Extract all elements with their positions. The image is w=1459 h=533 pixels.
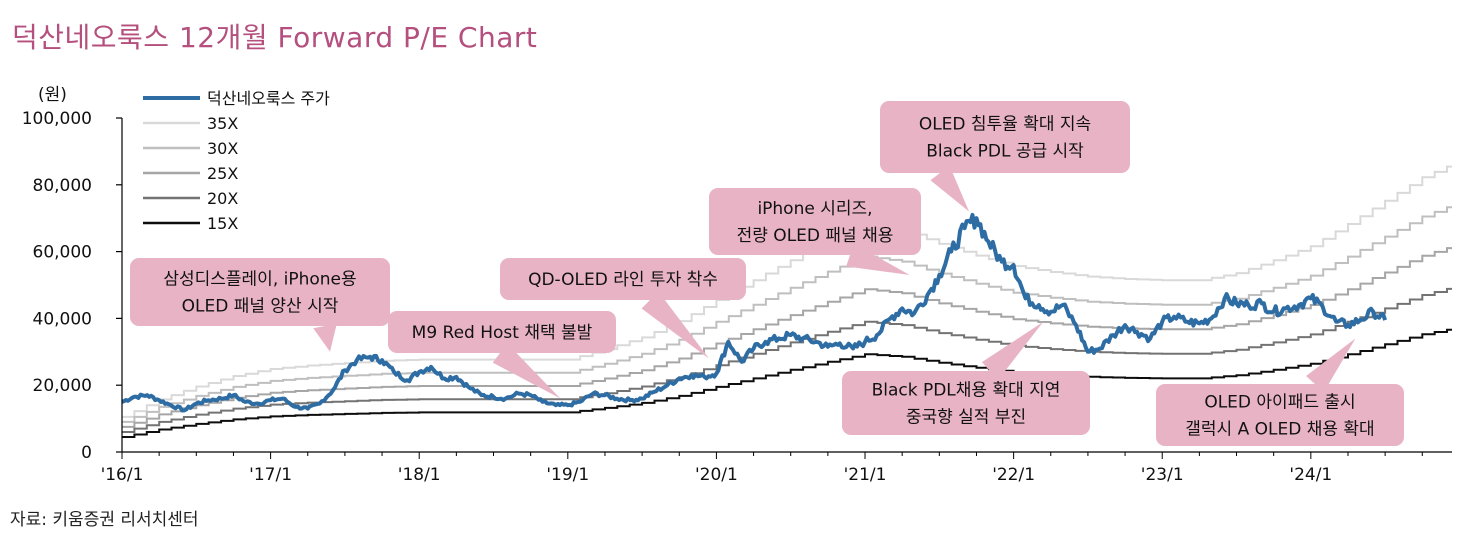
- annotation-text: OLED 침투율 확대 지속: [919, 115, 1091, 135]
- chart-title: 덕산네오룩스 12개월 Forward P/E Chart: [12, 21, 538, 54]
- annotation-pointer: [930, 165, 970, 212]
- y-tick-label: 100,000: [22, 109, 92, 129]
- x-tick-label: '21/1: [844, 465, 887, 485]
- x-tick-label: '17/1: [249, 465, 292, 485]
- band-line-20x: [122, 287, 1452, 433]
- price-line-group: [121, 212, 1387, 413]
- annotations: 삼성디스플레이, iPhone용 OLED 패널 양산 시작 M9 Red Host…: [130, 101, 1404, 446]
- annotation-pointer: [492, 343, 561, 399]
- annotation-pointer: [313, 323, 337, 352]
- y-ticks: 0 20,000 40,000 60,000 80,000 100,000: [22, 109, 122, 463]
- annotation-text: 전량 OLED 패널 채용: [737, 226, 894, 246]
- axes: (원): [38, 85, 1452, 453]
- annotation-text: 삼성디스플레이, iPhone용: [163, 270, 356, 290]
- x-tick-label: '20/1: [695, 465, 738, 485]
- annotation-box: [842, 371, 1090, 435]
- x-tick-label: '23/1: [1141, 465, 1184, 485]
- y-tick-label: 0: [81, 443, 92, 463]
- band-line-15x: [122, 328, 1452, 438]
- annotation-text: OLED 아이패드 출시: [1204, 393, 1355, 413]
- x-tick-label: '18/1: [398, 465, 441, 485]
- annotation-box: [388, 311, 616, 353]
- legend-label: 30X: [207, 139, 238, 158]
- price-line: [121, 212, 1387, 413]
- legend: 덕산네오룩스 주가 35X 30X 25X 20X 15X: [143, 89, 330, 233]
- legend-label: 15X: [207, 214, 238, 233]
- annotation-pointer: [981, 321, 1044, 380]
- y-tick-label: 80,000: [33, 176, 92, 196]
- annotation-text: 중국향 실적 부진: [906, 408, 1026, 428]
- y-tick-label: 20,000: [33, 376, 92, 396]
- x-ticks: '16/1 '17/1 '18/1 '19/1 '20/1 '21/1 '22/1 '23/1…: [101, 452, 1423, 485]
- annotation-text: OLED 패널 양산 시작: [182, 297, 339, 317]
- y-tick-label: 40,000: [33, 309, 92, 329]
- x-tick-label: '16/1: [101, 465, 144, 485]
- source-note: 자료: 키움증권 리서치센터: [10, 510, 199, 530]
- annotation-text: M9 Red Host 채택 불발: [412, 323, 593, 343]
- annotation-text: iPhone 시리즈,: [757, 199, 872, 219]
- annotation-box: [1156, 384, 1404, 446]
- x-tick-label: '22/1: [992, 465, 1035, 485]
- legend-label: 35X: [207, 114, 238, 133]
- x-tick-label: '19/1: [546, 465, 589, 485]
- annotation-box: [880, 101, 1130, 173]
- annotation-box: [709, 188, 921, 255]
- annotation-pointer: [641, 291, 709, 359]
- legend-label: 25X: [207, 164, 238, 183]
- annotation-box: [130, 258, 390, 326]
- legend-label: 덕산네오룩스 주가: [207, 89, 330, 108]
- annotation-text: 갤럭시 A OLED 채용 확대: [1185, 420, 1374, 440]
- y-axis-unit-label: (원): [38, 85, 67, 105]
- legend-label: 20X: [207, 189, 238, 208]
- annotation-text: Black PDL채용 확대 지연: [872, 381, 1061, 401]
- band-line-30x: [122, 206, 1452, 423]
- annotation-pointer: [1306, 338, 1356, 392]
- annotation-text: QD-OLED 라인 투자 착수: [528, 270, 718, 290]
- x-tick-label: '24/1: [1289, 465, 1332, 485]
- y-tick-label: 60,000: [33, 243, 92, 263]
- annotation-box: [500, 258, 746, 300]
- annotation-text: Black PDL 공급 시작: [926, 142, 1084, 162]
